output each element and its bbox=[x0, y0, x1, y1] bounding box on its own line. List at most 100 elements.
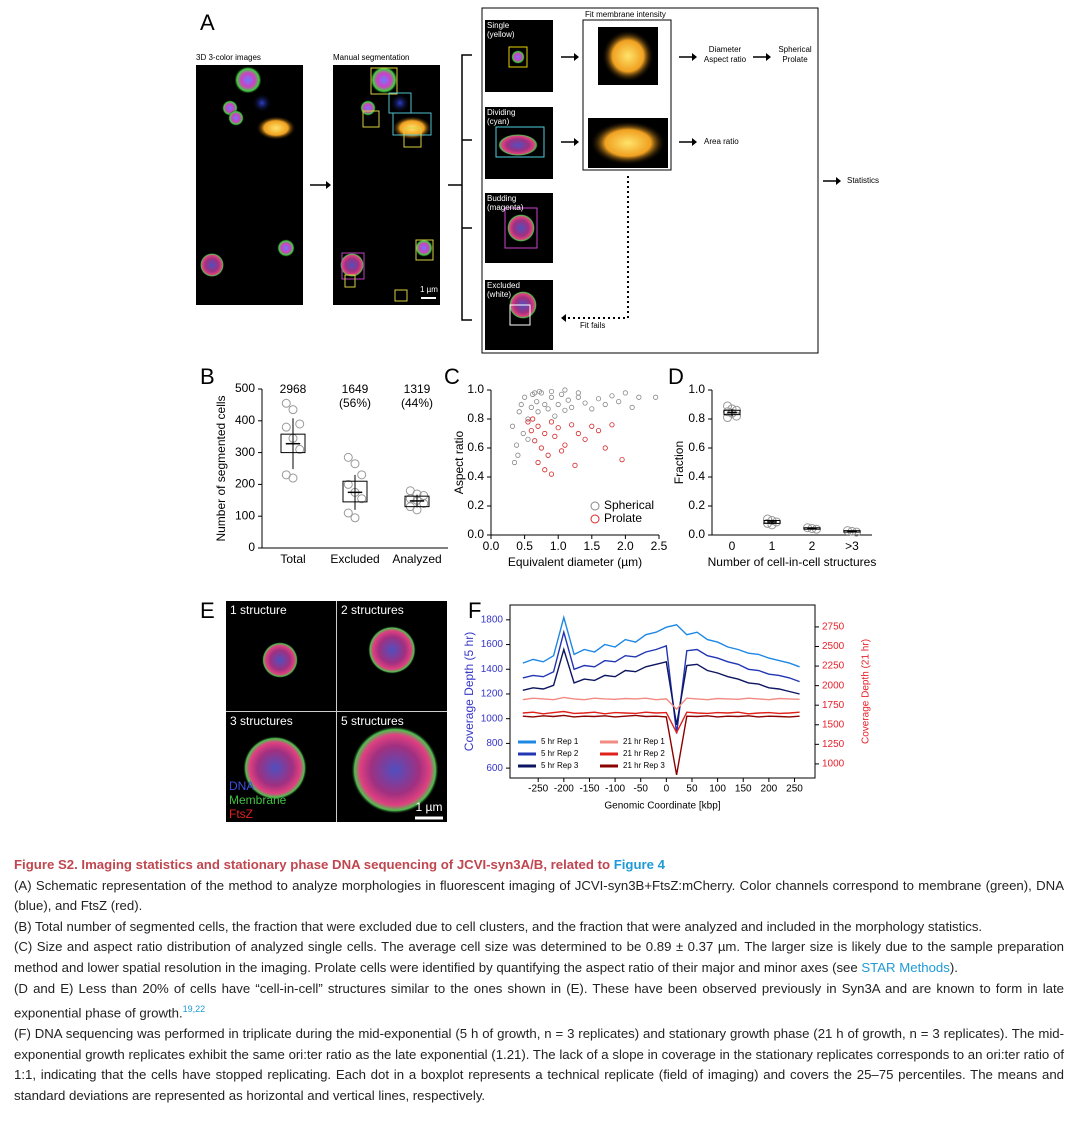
image-title: 3 structures bbox=[230, 714, 293, 728]
point bbox=[653, 394, 659, 400]
fit-box bbox=[582, 19, 672, 171]
panel-label: C bbox=[444, 364, 460, 389]
image-label: Budding bbox=[487, 194, 516, 203]
point bbox=[589, 423, 595, 429]
y-tick-label: 2500 bbox=[822, 641, 845, 652]
class: Prolate bbox=[782, 55, 808, 64]
panel-a: A 3D 3-color images Manual segmentation … bbox=[196, 7, 879, 354]
x-tick-label: 100 bbox=[709, 784, 726, 795]
y-axis-label: Aspect ratio bbox=[452, 430, 466, 494]
point bbox=[548, 394, 555, 400]
y-tick-label: 2000 bbox=[822, 680, 845, 691]
y-axis-label: Number of segmented cells bbox=[214, 395, 228, 541]
metric: Diameter bbox=[709, 45, 742, 54]
image-label: Single bbox=[487, 21, 510, 30]
x-tick-label: 2.0 bbox=[617, 539, 634, 553]
y-tick-label: 2250 bbox=[822, 661, 845, 672]
point bbox=[520, 430, 526, 437]
point bbox=[555, 401, 561, 408]
image-title: 5 structures bbox=[341, 714, 404, 728]
column-title: Manual segmentation bbox=[333, 53, 410, 62]
legend-label: 21 hr Rep 1 bbox=[623, 737, 665, 746]
x-tick-label: 200 bbox=[761, 784, 778, 795]
y-tick-label: 0.6 bbox=[688, 440, 705, 454]
caption-title: Figure S2. Imaging statistics and statio… bbox=[14, 857, 614, 872]
point bbox=[532, 390, 538, 396]
x-tick-label: 1.0 bbox=[550, 539, 567, 553]
y-tick-label: 0 bbox=[248, 540, 255, 554]
x-tick-label: 250 bbox=[786, 784, 803, 795]
image-label: (white) bbox=[487, 290, 511, 299]
point bbox=[536, 388, 542, 395]
x-tick-label: 2 bbox=[809, 539, 816, 553]
x-tick-label: 50 bbox=[686, 784, 698, 795]
y-tick-label: 1000 bbox=[481, 713, 504, 724]
point bbox=[535, 423, 541, 429]
cell bbox=[415, 239, 433, 257]
scale-label: 1 µm bbox=[416, 800, 443, 814]
point bbox=[538, 445, 545, 451]
point bbox=[548, 419, 555, 425]
box bbox=[495, 126, 545, 158]
point bbox=[569, 404, 575, 410]
figure: A 3D 3-color images Manual segmentation … bbox=[196, 7, 879, 822]
caption-paragraph: (B) Total number of segmented cells, the… bbox=[14, 918, 983, 934]
cell bbox=[511, 50, 525, 64]
frame bbox=[481, 7, 819, 354]
y-tick-label: 0.2 bbox=[688, 498, 705, 512]
x-axis-label: Genomic Coordinate [kbp] bbox=[604, 801, 720, 812]
reference[interactable]: 19,22 bbox=[182, 1004, 206, 1015]
caption-text: ). bbox=[949, 959, 958, 975]
arrowhead bbox=[326, 181, 331, 189]
point bbox=[535, 409, 541, 415]
caption-paragraph: (F) DNA sequencing was performed in trip… bbox=[14, 1026, 1064, 1103]
cell bbox=[234, 66, 262, 94]
image-title: 2 structures bbox=[341, 603, 404, 617]
y-tick-label: 600 bbox=[486, 763, 503, 774]
point bbox=[609, 422, 615, 428]
cell bbox=[602, 30, 654, 82]
legend-label: 21 hr Rep 2 bbox=[623, 749, 665, 758]
panel-label: D bbox=[668, 364, 684, 389]
metric: Area ratio bbox=[704, 137, 739, 146]
point bbox=[515, 452, 521, 458]
caption-text: (C) Size and aspect ratio distribution o… bbox=[14, 939, 1064, 975]
y-tick-label: 0.6 bbox=[467, 440, 484, 454]
point bbox=[545, 452, 551, 458]
point bbox=[516, 409, 522, 415]
y-axis-label: Fraction bbox=[672, 441, 686, 484]
point bbox=[562, 387, 568, 393]
cell bbox=[390, 93, 410, 113]
fail-path bbox=[566, 176, 629, 319]
caption-heading: Figure S2. Imaging statistics and statio… bbox=[14, 855, 1064, 876]
point bbox=[616, 398, 622, 405]
cell bbox=[200, 253, 224, 277]
cell bbox=[498, 134, 538, 156]
y-tick-label: 1.0 bbox=[467, 382, 484, 396]
x-tick-label: 1 bbox=[769, 539, 776, 553]
point bbox=[548, 471, 555, 477]
point bbox=[521, 394, 528, 400]
image-label: Dividing bbox=[487, 108, 515, 117]
point bbox=[575, 430, 581, 437]
y-tick-label: 0.4 bbox=[688, 469, 705, 483]
annotation: 1649 bbox=[342, 382, 369, 396]
box bbox=[342, 480, 368, 503]
panel-label: E bbox=[200, 598, 215, 623]
y-tick-label: 0.2 bbox=[467, 498, 484, 512]
legend-marker bbox=[590, 514, 600, 524]
class: Spherical bbox=[778, 45, 812, 54]
point bbox=[622, 390, 629, 396]
cell bbox=[340, 253, 364, 277]
y-tick-label: 0.0 bbox=[467, 527, 484, 541]
point bbox=[350, 459, 360, 469]
figure-link[interactable]: Figure 4 bbox=[613, 857, 665, 872]
box bbox=[723, 409, 741, 416]
point bbox=[555, 425, 561, 431]
point bbox=[532, 438, 538, 444]
x-tick-label: 150 bbox=[735, 784, 752, 795]
methods-link[interactable]: STAR Methods bbox=[861, 959, 950, 975]
y-tick-label: 2750 bbox=[822, 622, 845, 633]
metric: Aspect ratio bbox=[704, 55, 747, 64]
point bbox=[513, 442, 520, 448]
